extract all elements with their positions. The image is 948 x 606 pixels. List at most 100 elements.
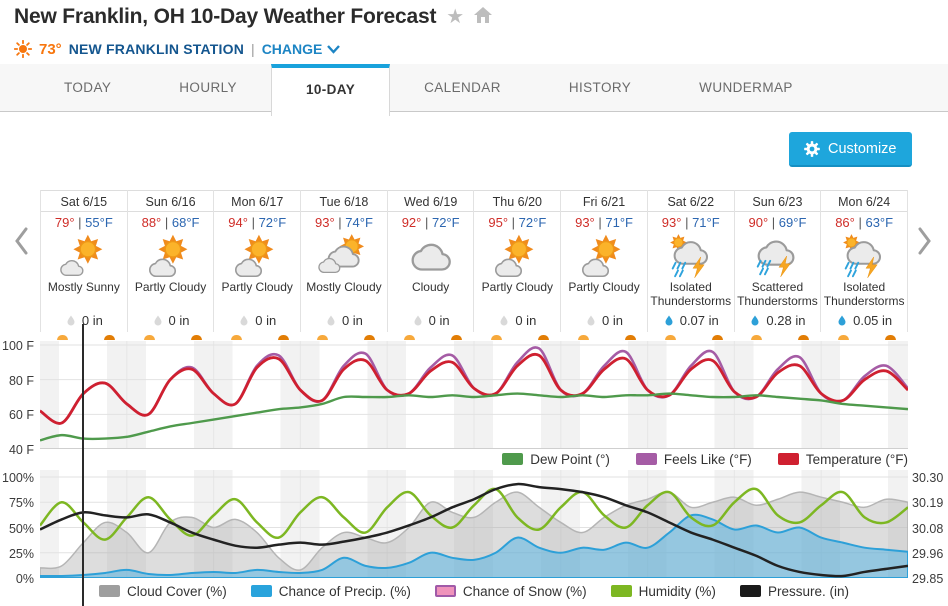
conditions-legend: Cloud Cover (%) Chance of Precip. (%) Chan… [0, 584, 948, 599]
legend-item: Chance of Precip. (%) [250, 584, 411, 599]
tab-bar: TODAY HOURLY 10-DAY CALENDAR HISTORY WUNDERMA… [0, 64, 948, 116]
separator: | [251, 41, 255, 57]
sun-icon [14, 40, 32, 58]
day-label: Mon 6/24 [821, 190, 907, 212]
customize-button[interactable]: Customize [789, 132, 912, 167]
day-column[interactable]: Sun 6/16 88° | 68°F Partly Cloudy 0 in [127, 190, 215, 332]
day-column[interactable]: Tue 6/18 93° | 74°F Mostly Cloudy 0 in [301, 190, 388, 332]
sunset-icon [798, 334, 810, 340]
axis-tick: 29.85 [912, 571, 944, 586]
day-precip: 0 in [388, 313, 474, 328]
day-column[interactable]: Sun 6/23 90° | 69°F Scattered Thunderstorm… [734, 190, 822, 332]
favorite-star-icon[interactable]: ★ [446, 6, 465, 28]
day-column[interactable]: Mon 6/17 94° | 72°F Partly Cloudy 0 in [214, 190, 302, 332]
sunrise-icon [751, 334, 763, 340]
current-time-marker [82, 324, 84, 606]
day-precip: 0.07 in [648, 313, 734, 328]
day-column[interactable]: Wed 6/19 92° | 72°F Cloudy 0 in [387, 190, 475, 332]
day-condition: Mostly Cloudy [306, 280, 382, 294]
page-title: New Franklin, OH 10-Day Weather Forecast [14, 5, 437, 28]
sunrise-icon [57, 334, 68, 340]
axis-tick: 30.19 [912, 496, 944, 510]
day-precip: 0.05 in [821, 313, 907, 328]
day-label: Mon 6/17 [214, 190, 301, 212]
next-days-arrow[interactable] [917, 226, 933, 261]
day-condition: Mostly Sunny [47, 280, 120, 294]
day-temps: 88° | 68°F [141, 215, 200, 230]
droplet-icon [414, 315, 422, 325]
partly-cloudy-icon [230, 233, 284, 279]
day-precip: 0 in [41, 313, 127, 328]
day-precip: 0.28 in [735, 313, 821, 328]
axis-tick: 50% [8, 521, 34, 536]
cloudy-icon [404, 233, 458, 279]
day-column[interactable]: Thu 6/20 95° | 72°F Partly Cloudy 0 in [474, 190, 562, 332]
day-label: Sun 6/23 [734, 190, 821, 212]
sunset-icon [190, 334, 202, 340]
day-column[interactable]: Fri 6/21 93° | 71°F Partly Cloudy 0 in [561, 190, 648, 332]
station-bar: 73° NEW FRANKLIN STATION | CHANGE [14, 40, 341, 58]
prev-days-arrow[interactable] [13, 226, 29, 261]
sunset-icon [277, 334, 289, 340]
day-column[interactable]: Sat 6/15 79° | 55°F Mostly Sunny 0 in [41, 190, 128, 332]
day-precip: 0 in [474, 313, 560, 328]
day-temps: 79° | 55°F [54, 215, 113, 230]
sunset-icon [451, 334, 463, 340]
tab-hourly[interactable]: HOURLY [179, 80, 237, 95]
axis-tick: 0% [15, 571, 34, 586]
station-name[interactable]: NEW FRANKLIN STATION [68, 41, 245, 57]
sunset-icon [364, 334, 376, 340]
day-column[interactable]: Mon 6/24 86° | 63°F Isolated Thunderstorms… [821, 190, 908, 332]
tab-today[interactable]: TODAY [64, 80, 112, 95]
gear-icon [804, 140, 820, 157]
mostly-cloudy-icon [317, 233, 371, 279]
day-label: Sun 6/16 [127, 190, 214, 212]
sunrise-icon [404, 334, 416, 340]
legend-item: Cloud Cover (%) [99, 584, 227, 599]
day-precip: 0 in [561, 313, 647, 328]
tab-10-day[interactable]: 10-DAY [270, 64, 391, 116]
sunrise-icon [664, 334, 676, 340]
day-precip: 0 in [214, 313, 300, 328]
partly-cloudy-icon [577, 233, 631, 279]
conditions-chart [40, 470, 908, 578]
day-condition: Partly Cloudy [568, 280, 640, 294]
axis-tick: 80 F [8, 373, 34, 388]
legend-item: Feels Like (°F) [635, 452, 752, 467]
sunrise-icon [230, 334, 242, 340]
sunrise-icon [491, 334, 502, 340]
home-icon[interactable] [474, 6, 493, 28]
day-column[interactable]: Sat 6/22 93° | 71°F Isolated Thunderstorms… [647, 190, 735, 332]
day-temps: 94° | 72°F [228, 215, 287, 230]
day-label: Tue 6/18 [301, 190, 387, 212]
day-precip: 0 in [301, 313, 387, 328]
day-temps: 93° | 71°F [661, 215, 720, 230]
day-condition: Scattered Thunderstorms [737, 280, 818, 308]
tab-history[interactable]: HISTORY [568, 80, 632, 95]
tab-wundermap[interactable]: WUNDERMAP [699, 80, 793, 95]
day-condition: Isolated Thunderstorms [823, 280, 905, 308]
scattered-tstorms-icon [750, 233, 804, 279]
temperature-chart [40, 341, 908, 449]
droplet-icon [240, 315, 248, 325]
day-condition: Partly Cloudy [134, 280, 207, 294]
temperature-legend: Dew Point (°) Feels Like (°F) Temperature … [502, 452, 908, 467]
change-station-link[interactable]: CHANGE [262, 41, 341, 57]
sunset-icon [711, 334, 723, 340]
day-temps: 90° | 69°F [748, 215, 807, 230]
partly-cloudy-icon [144, 233, 198, 279]
axis-tick: 100% [2, 471, 34, 485]
droplet-icon [838, 315, 846, 325]
day-condition: Partly Cloudy [481, 280, 554, 294]
sunset-icon [624, 334, 636, 340]
tab-calendar[interactable]: CALENDAR [424, 80, 501, 95]
axis-tick: 100 F [2, 339, 34, 353]
day-temps: 86° | 63°F [835, 215, 894, 230]
day-label: Wed 6/19 [387, 190, 474, 212]
sunrise-icon [577, 334, 589, 340]
sunrise-sunset-row [40, 331, 908, 340]
day-temps: 95° | 72°F [488, 215, 547, 230]
axis-tick: 30.30 [912, 471, 944, 485]
sunset-icon [104, 334, 115, 340]
